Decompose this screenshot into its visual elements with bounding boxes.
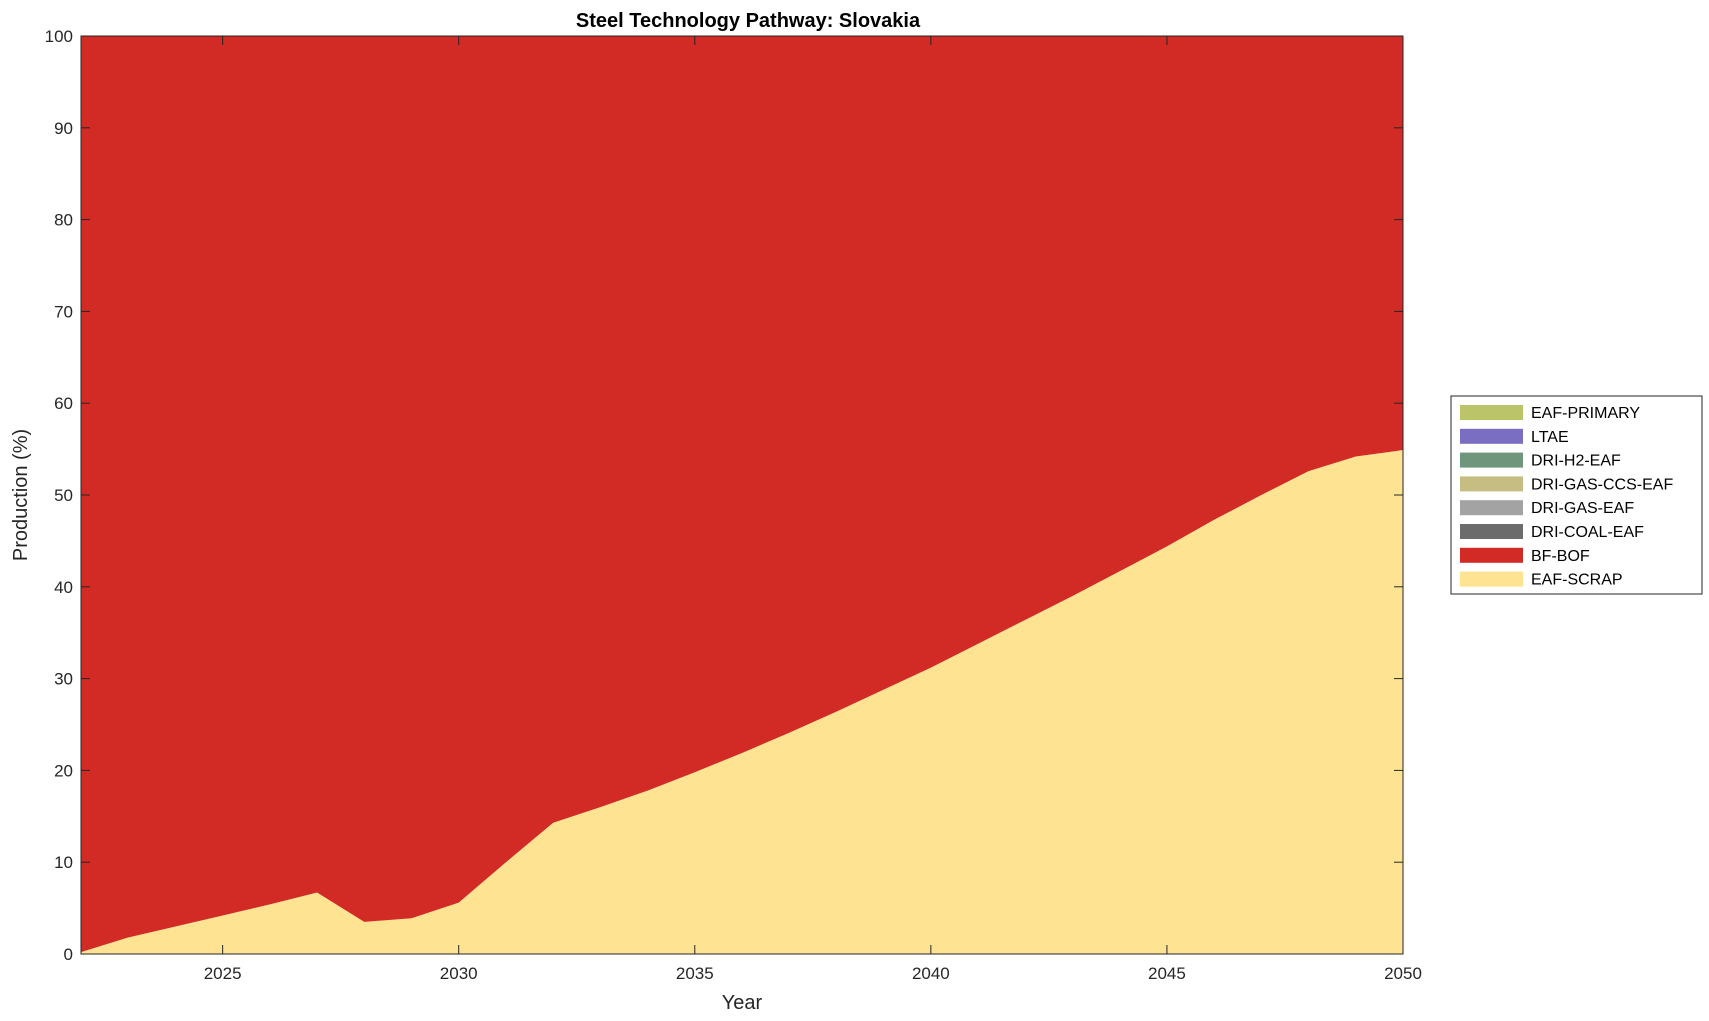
y-tick-label: 70	[54, 302, 73, 321]
x-tick-label: 2045	[1148, 964, 1186, 983]
y-tick-label: 50	[54, 486, 73, 505]
legend-label-dri-gas-ccs-eaf: DRI-GAS-CCS-EAF	[1531, 476, 1673, 493]
y-tick-label: 100	[45, 27, 73, 46]
x-tick-label: 2050	[1384, 964, 1422, 983]
legend-label-bf-bof: BF-BOF	[1531, 548, 1590, 565]
legend-swatch-dri-coal-eaf	[1460, 524, 1523, 539]
y-axis-label: Production (%)	[10, 429, 32, 561]
x-axis-label: Year	[722, 992, 763, 1014]
area-bf-bof	[81, 36, 1403, 953]
legend-swatch-bf-bof	[1460, 547, 1523, 563]
x-tick-label: 2035	[676, 964, 714, 983]
x-tick-label: 2040	[912, 964, 950, 983]
y-tick-label: 30	[54, 670, 73, 689]
legend: EAF-PRIMARY LTAE DRI-H2-EAF DRI-GAS-CCS-EAF…	[1450, 395, 1703, 595]
legend-swatch-dri-gas-eaf	[1460, 500, 1523, 516]
legend-swatch-dri-h2-eaf	[1460, 452, 1523, 468]
x-tick-label: 2030	[440, 964, 478, 983]
legend-swatch-ltae	[1460, 428, 1523, 444]
areas-layer	[81, 36, 1403, 954]
chart-title: Steel Technology Pathway: Slovakia	[576, 10, 921, 32]
y-tick-label: 90	[54, 119, 73, 138]
x-tick-label: 2025	[204, 964, 242, 983]
legend-swatch-eaf-primary	[1460, 405, 1523, 420]
y-tick-label: 40	[54, 578, 73, 597]
legend-label-eaf-scrap: EAF-SCRAP	[1531, 572, 1623, 589]
y-tick-label: 10	[54, 853, 73, 872]
legend-label-ltae: LTAE	[1531, 429, 1569, 446]
legend-swatch-eaf-scrap	[1460, 571, 1523, 587]
legend-label-dri-coal-eaf: DRI-COAL-EAF	[1531, 524, 1644, 541]
area-eaf-scrap	[81, 450, 1403, 954]
y-tick-label: 0	[64, 945, 73, 964]
legend-label-dri-h2-eaf: DRI-H2-EAF	[1531, 453, 1621, 470]
legend-label-eaf-primary: EAF-PRIMARY	[1531, 405, 1640, 422]
legend-swatch-dri-gas-ccs-eaf	[1460, 476, 1523, 492]
y-tick-label: 80	[54, 211, 73, 230]
y-tick-label: 20	[54, 761, 73, 780]
y-tick-label: 60	[54, 394, 73, 413]
legend-label-dri-gas-eaf: DRI-GAS-EAF	[1531, 500, 1634, 517]
